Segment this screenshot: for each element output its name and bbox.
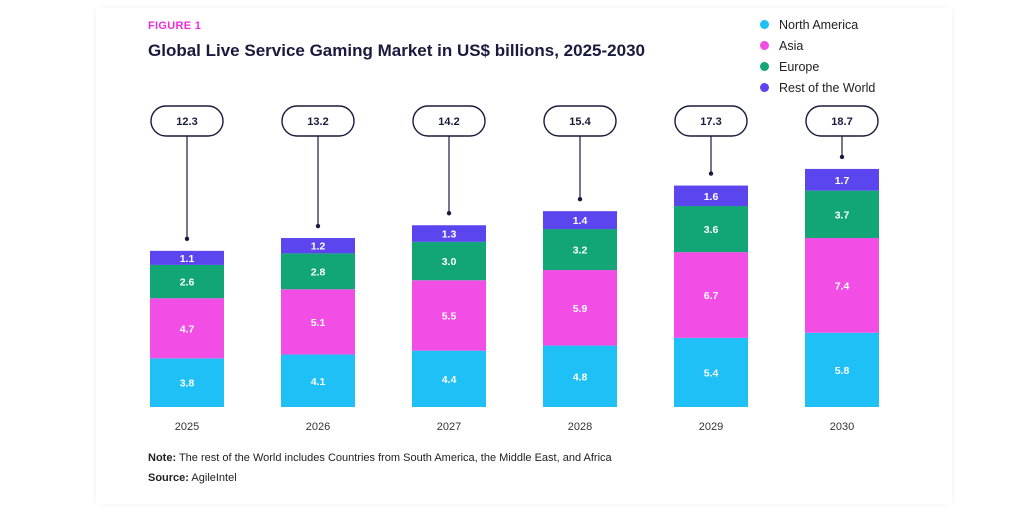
- total-connector-dot: [184, 236, 190, 242]
- legend-label: Rest of the World: [779, 80, 876, 95]
- bar-segment: [805, 190, 879, 239]
- total-value-label: 14.2: [438, 116, 459, 128]
- bar-segment: [543, 270, 617, 346]
- segment-value-label: 4.8: [573, 371, 588, 383]
- segment-value-label: 4.7: [180, 323, 195, 335]
- segment-value-label: 1.2: [311, 241, 326, 253]
- source-text: AgileIntel: [188, 472, 237, 484]
- total-pill: [674, 105, 748, 137]
- bar-segment: [805, 168, 879, 191]
- segment-value-label: 3.8: [180, 378, 195, 390]
- bar-segment: [805, 238, 879, 333]
- bar-segment: [150, 358, 224, 407]
- segment-value-label: 5.5: [442, 310, 457, 322]
- total-value-label: 18.7: [831, 116, 852, 128]
- legend-swatch-europe: [760, 62, 769, 71]
- legend-label: Asia: [779, 38, 804, 53]
- bar-segment: [674, 337, 748, 407]
- segment-value-label: 5.9: [573, 303, 588, 315]
- segment-value-label: 1.1: [180, 253, 195, 265]
- segment-value-label: 4.4: [442, 374, 457, 386]
- bar-segment: [543, 345, 617, 407]
- x-tick-label: 2027: [437, 421, 461, 433]
- bar-segment: [281, 253, 355, 290]
- segment-value-label: 1.4: [573, 215, 588, 227]
- legend-label: North America: [779, 17, 859, 32]
- legend: North America Asia Europe Rest of the Wo…: [760, 14, 875, 98]
- legend-item-asia: Asia: [760, 35, 875, 56]
- legend-swatch-rest-of-world: [760, 83, 769, 92]
- segment-value-label: 1.3: [442, 229, 457, 241]
- segment-value-label: 5.4: [704, 367, 719, 379]
- note-label: Note:: [148, 452, 177, 464]
- bar-segment: [543, 229, 617, 271]
- chart-note: Note: The rest of the World includes Cou…: [148, 452, 612, 464]
- total-connector-dot: [708, 171, 714, 176]
- legend-swatch-north-america: [760, 20, 769, 29]
- segment-value-label: 3.0: [442, 256, 457, 268]
- x-tick-label: 2029: [699, 421, 723, 433]
- total-connector-dot: [315, 223, 321, 229]
- segment-value-label: 7.4: [835, 280, 850, 292]
- total-pill: [412, 105, 486, 137]
- bar-segment: [543, 211, 617, 230]
- total-connector-dot: [577, 196, 583, 202]
- total-pill: [150, 105, 224, 137]
- total-value-label: 17.3: [700, 116, 721, 128]
- total-value-label: 13.2: [307, 116, 328, 128]
- segment-value-label: 1.7: [835, 175, 850, 187]
- chart-title: Global Live Service Gaming Market in US$…: [148, 41, 645, 60]
- bar-segment: [805, 332, 879, 407]
- segment-value-label: 2.8: [311, 266, 326, 278]
- figure-label: FIGURE 1: [148, 20, 202, 32]
- bar-segment: [150, 250, 224, 265]
- bar-segment: [674, 252, 748, 338]
- x-tick-label: 2026: [306, 421, 330, 433]
- segment-value-label: 1.6: [704, 191, 719, 203]
- total-connector-dot: [839, 154, 845, 160]
- chart-source: Source: AgileIntel: [148, 472, 237, 484]
- total-pill: [805, 105, 879, 137]
- source-label: Source:: [148, 472, 189, 484]
- bar-segment: [412, 241, 486, 281]
- segment-value-label: 3.6: [704, 224, 719, 236]
- bar-segment: [412, 280, 486, 351]
- x-tick-label: 2028: [568, 421, 592, 433]
- legend-item-europe: Europe: [760, 56, 875, 77]
- bar-segment: [281, 238, 355, 254]
- bar-segment: [412, 225, 486, 242]
- total-pill: [281, 105, 355, 137]
- bar-segment: [150, 298, 224, 359]
- legend-item-north-america: North America: [760, 14, 875, 35]
- bar-segment: [412, 350, 486, 407]
- total-connector-dot: [446, 211, 452, 216]
- segment-value-label: 5.1: [311, 317, 326, 329]
- bar-segment: [674, 206, 748, 253]
- bar-segment: [281, 289, 355, 355]
- segment-value-label: 2.6: [180, 277, 195, 289]
- segment-value-label: 3.2: [573, 245, 588, 257]
- x-tick-label: 2030: [830, 421, 854, 433]
- bar-segment: [150, 264, 224, 299]
- segment-value-label: 5.8: [835, 365, 850, 377]
- legend-swatch-asia: [760, 41, 769, 50]
- total-value-label: 15.4: [569, 116, 591, 128]
- segment-value-label: 6.7: [704, 290, 719, 302]
- segment-value-label: 4.1: [311, 376, 326, 388]
- total-pill: [543, 105, 617, 137]
- bar-segment: [674, 185, 748, 207]
- x-tick-label: 2025: [175, 421, 199, 433]
- legend-item-rest-of-world: Rest of the World: [760, 77, 875, 98]
- bar-segment: [281, 354, 355, 407]
- segment-value-label: 3.7: [835, 209, 850, 221]
- legend-label: Europe: [779, 59, 820, 74]
- total-value-label: 12.3: [176, 116, 197, 128]
- note-text: The rest of the World includes Countries…: [176, 452, 612, 464]
